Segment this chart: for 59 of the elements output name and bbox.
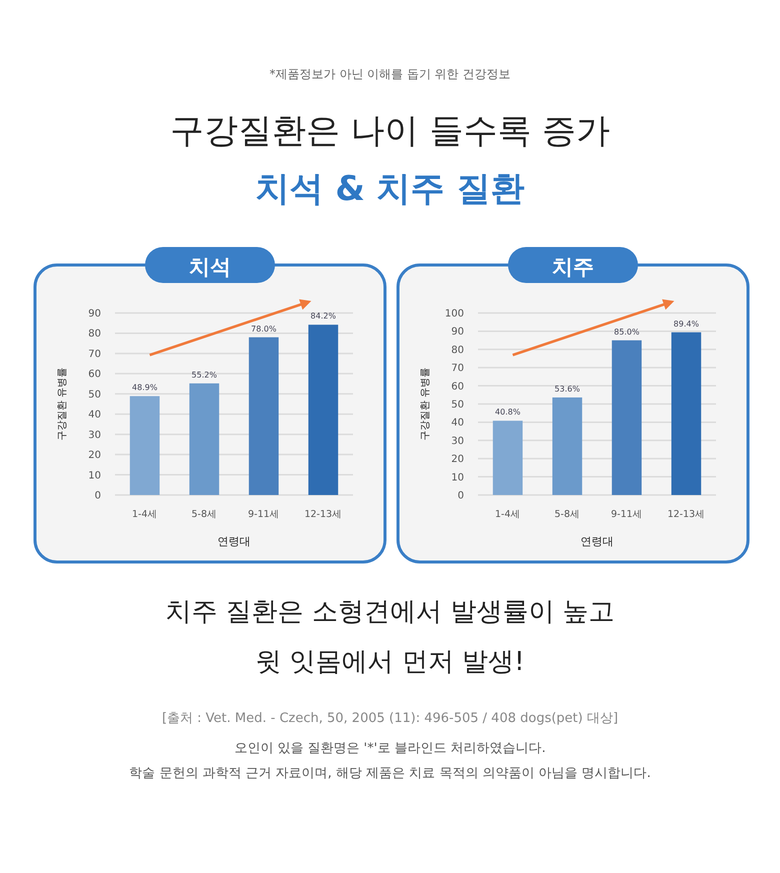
x-tick-label: 12-13세: [667, 509, 706, 520]
y-tick-label: 40: [451, 418, 464, 429]
bar: [189, 383, 220, 495]
bar: [130, 396, 160, 495]
text: 치석 & 치주 질환: [255, 169, 525, 209]
y-tick-label: 60: [88, 369, 101, 380]
bar: [248, 337, 279, 495]
y-tick-label: 30: [451, 436, 464, 447]
data-label: 78.0%: [251, 324, 277, 334]
bar: [492, 420, 523, 495]
data-label: 53.6%: [554, 384, 580, 394]
text: 치주 질환은 소형견에서 발생률이 높고: [165, 597, 615, 627]
chart-title: 치주: [552, 255, 594, 279]
y-axis-title: 구강질환 유병률: [420, 367, 431, 441]
bar: [552, 397, 582, 495]
y-tick-label: 20: [451, 454, 464, 466]
x-tick-label: 5-8세: [191, 509, 218, 520]
y-tick-label: 0: [458, 490, 464, 502]
bar: [612, 340, 642, 495]
y-tick-label: 10: [451, 472, 464, 484]
y-tick-label: 90: [88, 308, 101, 320]
y-tick-label: 50: [451, 400, 464, 410]
y-axis-title: 구강질환 유병률: [57, 367, 68, 441]
text: *제품정보가 아닌 이해를 돕기 위한 건강정보: [269, 67, 511, 81]
text: 윗 잇몸에서 먼저 발생!: [255, 647, 525, 677]
y-tick-label: 100: [444, 308, 464, 320]
y-tick-label: 70: [88, 348, 101, 360]
x-tick-label: 1-4세: [494, 509, 521, 520]
data-label: 85.0%: [614, 327, 640, 336]
text: 구강질환은 나이 들수록 증가: [170, 111, 610, 151]
data-label: 84.2%: [310, 312, 336, 321]
data-label: 48.9%: [132, 383, 158, 392]
text: 오인이 있을 질환명은 '*'로 블라인드 처리하였습니다.: [234, 741, 546, 756]
y-tick-label: 80: [451, 344, 464, 356]
y-tick-label: 30: [88, 430, 101, 441]
chart-title: 치석: [189, 255, 231, 279]
bar: [671, 332, 702, 495]
y-tick-label: 90: [451, 326, 464, 338]
y-tick-label: 60: [451, 381, 464, 392]
y-tick-label: 0: [94, 490, 101, 502]
y-tick-label: 40: [88, 410, 101, 421]
data-label: 55.2%: [192, 370, 218, 380]
data-label: 40.8%: [495, 408, 521, 417]
text: 학술 문헌의 과학적 근거 자료이며, 해당 제품은 치료 목적의 의약품이 아님을 명시합니다.: [129, 766, 651, 781]
y-tick-label: 20: [88, 450, 101, 462]
x-tick-label: 12-13세: [304, 509, 342, 520]
x-axis-title: 연령대: [580, 535, 614, 548]
y-tick-label: 50: [88, 389, 101, 400]
text: [출처 : Vet. Med. - Czech, 50, 2005 (11): 496-505 / 408 dogs(pet) 대상]: [162, 711, 618, 726]
data-label: 89.4%: [674, 319, 700, 328]
x-tick-label: 9-11세: [248, 509, 280, 520]
y-tick-label: 10: [88, 470, 101, 482]
x-tick-label: 9-11세: [610, 509, 643, 520]
y-tick-label: 70: [451, 363, 464, 374]
x-axis-title: 연령대: [218, 535, 250, 548]
x-tick-label: 1-4세: [132, 509, 158, 520]
y-tick-label: 80: [88, 328, 101, 340]
bar: [308, 324, 338, 495]
x-tick-label: 5-8세: [554, 509, 580, 520]
